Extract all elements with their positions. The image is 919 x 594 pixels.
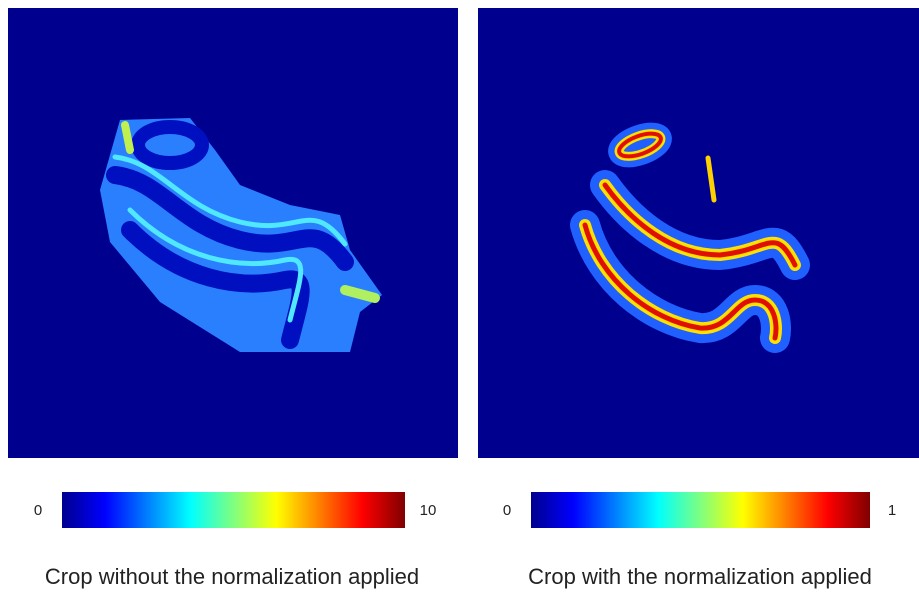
colorbar-max: 10 <box>420 502 437 519</box>
caption: Crop with the normalization applied <box>528 564 872 589</box>
left-heatmap <box>8 8 458 458</box>
colorbar-min: 0 <box>34 502 42 519</box>
colorbar-min: 0 <box>503 502 511 519</box>
colorbar-max: 1 <box>888 502 896 519</box>
caption: Crop without the normalization applied <box>45 564 419 589</box>
colorbar <box>62 492 405 528</box>
right-heatmap <box>478 8 919 458</box>
colorbar <box>531 492 870 528</box>
